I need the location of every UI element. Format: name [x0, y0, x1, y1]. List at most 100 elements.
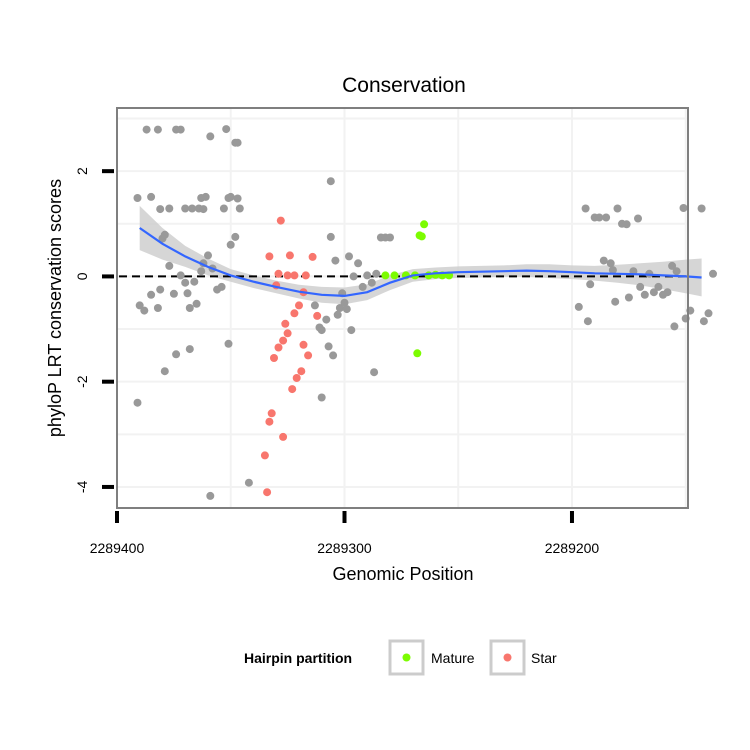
point-star [292, 374, 301, 382]
legend-item-star: Star [489, 639, 557, 676]
point-other [370, 368, 379, 377]
point-other [699, 317, 708, 326]
point-star [265, 252, 274, 261]
point-other [169, 289, 178, 298]
point-other [201, 192, 210, 201]
point-other [233, 194, 242, 203]
y-tick-label: 0 [74, 272, 90, 280]
chart-title: Conservation [342, 74, 466, 97]
point-star [308, 252, 317, 261]
point-other [160, 367, 169, 376]
point-mature [381, 271, 390, 280]
point-other [586, 280, 595, 289]
point-other [672, 267, 681, 276]
point-star [274, 343, 283, 352]
point-star [276, 216, 285, 225]
point-other [347, 326, 356, 335]
point-other [190, 277, 199, 286]
y-tick-label: -4 [74, 481, 90, 494]
point-other [640, 290, 649, 299]
y-axis: 2 0 -2 -4 [74, 167, 114, 493]
point-other [197, 267, 206, 276]
point-other [326, 177, 335, 186]
grid-lines [116, 108, 688, 508]
point-other [181, 204, 190, 213]
point-mature [413, 349, 422, 358]
point-other [147, 192, 156, 201]
point-star [290, 309, 299, 318]
point-other [574, 302, 583, 311]
point-other [608, 266, 617, 275]
x-axis-label: Genomic Position [332, 564, 473, 584]
point-other [663, 288, 672, 297]
point-other [354, 259, 363, 268]
point-other [219, 204, 228, 213]
plot-background [117, 108, 688, 508]
legend-label-mature: Mature [431, 650, 475, 666]
point-mature [390, 271, 399, 280]
point-other [165, 261, 174, 270]
point-other [322, 315, 331, 324]
point-star [267, 409, 276, 418]
point-other [709, 269, 717, 278]
point-other [697, 204, 706, 213]
point-other [206, 132, 215, 141]
point-other [172, 350, 181, 359]
point-mature [415, 231, 424, 240]
point-other [367, 278, 376, 287]
point-other [233, 138, 242, 147]
point-other [595, 213, 604, 222]
point-other [345, 252, 353, 261]
points-star [260, 216, 322, 497]
point-star [270, 354, 278, 362]
point-other [133, 398, 142, 407]
point-other [581, 204, 590, 213]
point-star [265, 417, 274, 426]
point-other [333, 310, 342, 319]
point-star [283, 329, 292, 338]
point-other [244, 478, 253, 487]
point-other [324, 342, 333, 351]
point-star [281, 319, 290, 328]
point-other [654, 282, 663, 291]
point-star [299, 340, 308, 349]
point-other [206, 491, 215, 500]
point-other [217, 282, 226, 291]
point-other [606, 259, 615, 268]
point-other [147, 290, 156, 299]
x-axis: 2289400 2289300 2289200 [90, 511, 600, 556]
point-other [326, 232, 335, 241]
point-other [310, 301, 319, 310]
legend: Hairpin partition Mature Star [244, 639, 557, 676]
point-other [153, 304, 162, 312]
point-other [602, 213, 611, 222]
point-other [331, 256, 340, 265]
point-other [342, 305, 351, 314]
point-star [304, 351, 313, 360]
point-star [301, 271, 310, 280]
point-other [192, 299, 201, 308]
y-tick-label: -2 [74, 375, 90, 388]
point-star [290, 271, 299, 280]
legend-item-mature: Mature [388, 639, 475, 676]
point-other [704, 309, 713, 318]
point-other [363, 271, 372, 280]
x-tick-label: 2289300 [317, 540, 372, 556]
point-other [317, 326, 326, 335]
point-star [295, 301, 303, 310]
point-other [176, 271, 185, 280]
point-other [622, 220, 631, 229]
point-other [358, 282, 367, 291]
point-star [283, 271, 292, 280]
point-other [583, 317, 592, 326]
point-other [317, 393, 326, 402]
x-tick-label: 2289200 [545, 540, 600, 556]
point-other [140, 306, 149, 315]
y-tick-label: 2 [74, 167, 90, 175]
point-other [188, 204, 197, 213]
point-other [386, 233, 394, 242]
point-other [160, 230, 169, 239]
point-other [340, 298, 349, 307]
point-other [349, 272, 358, 281]
